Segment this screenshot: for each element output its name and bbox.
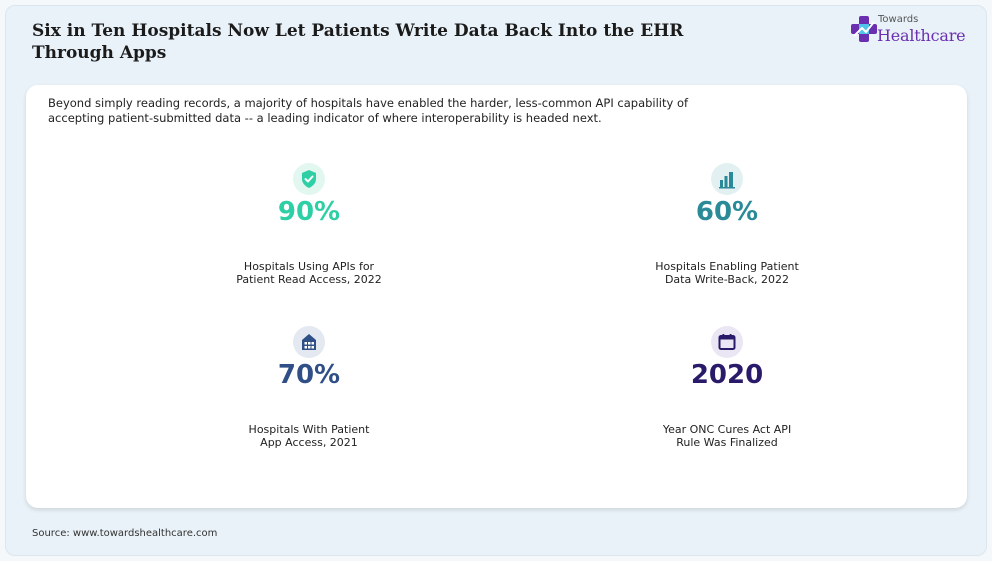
stat-label-line: Hospitals Enabling Patient bbox=[655, 260, 799, 273]
stat-value: 90% bbox=[277, 197, 341, 227]
stat-label: Hospitals Enabling Patient Data Write-Ba… bbox=[577, 260, 877, 286]
logo-text-towards: Towards bbox=[878, 14, 919, 25]
logo-text-healthcare: Healthcare bbox=[877, 26, 966, 45]
stats-card: Beyond simply reading records, a majorit… bbox=[26, 85, 967, 508]
hospital-building-icon bbox=[302, 334, 316, 350]
stat-label-line: Hospitals With Patient bbox=[248, 423, 370, 436]
stat-cures-act-year: 2020 Year ONC Cures Act API Rule Was Fin… bbox=[577, 326, 877, 456]
stat-value: 2020 bbox=[690, 360, 764, 390]
stat-icon-badge bbox=[293, 326, 325, 358]
stat-icon-badge bbox=[293, 163, 325, 195]
medical-cross-logo-icon bbox=[851, 16, 877, 42]
stat-label-line: Data Write-Back, 2022 bbox=[664, 273, 790, 286]
stat-app-access: 70% Hospitals With Patient App Access, 2… bbox=[159, 326, 459, 456]
stat-read-access: 90% Hospitals Using APIs for Patient Rea… bbox=[159, 163, 459, 293]
bar-chart-icon bbox=[719, 172, 735, 189]
stat-icon-badge bbox=[711, 326, 743, 358]
stat-value: 70% bbox=[277, 360, 341, 390]
stat-label-line: Rule Was Finalized bbox=[676, 436, 778, 449]
stat-label-line: Hospitals Using APIs for bbox=[243, 260, 375, 273]
page-title: Six in Ten Hospitals Now Let Patients Wr… bbox=[32, 21, 684, 63]
source-note: Source: www.towardshealthcare.com bbox=[32, 528, 218, 539]
stat-write-back: 60% Hospitals Enabling Patient Data Writ… bbox=[577, 163, 877, 293]
stat-label: Year ONC Cures Act API Rule Was Finalize… bbox=[577, 423, 877, 449]
stat-label-line: Patient Read Access, 2022 bbox=[236, 273, 382, 286]
intro-text: Beyond simply reading records, a majorit… bbox=[48, 96, 689, 125]
stat-value: 60% bbox=[695, 197, 759, 227]
towards-healthcare-logo: Towards Healthcare bbox=[850, 12, 970, 52]
calendar-icon bbox=[718, 334, 736, 350]
stat-label-line: Year ONC Cures Act API bbox=[662, 423, 792, 436]
stat-icon-badge bbox=[711, 163, 743, 195]
stat-label-line: App Access, 2021 bbox=[260, 436, 358, 449]
stat-label: Hospitals Using APIs for Patient Read Ac… bbox=[159, 260, 459, 286]
stat-label: Hospitals With Patient App Access, 2021 bbox=[159, 423, 459, 449]
shield-check-icon bbox=[302, 170, 316, 188]
